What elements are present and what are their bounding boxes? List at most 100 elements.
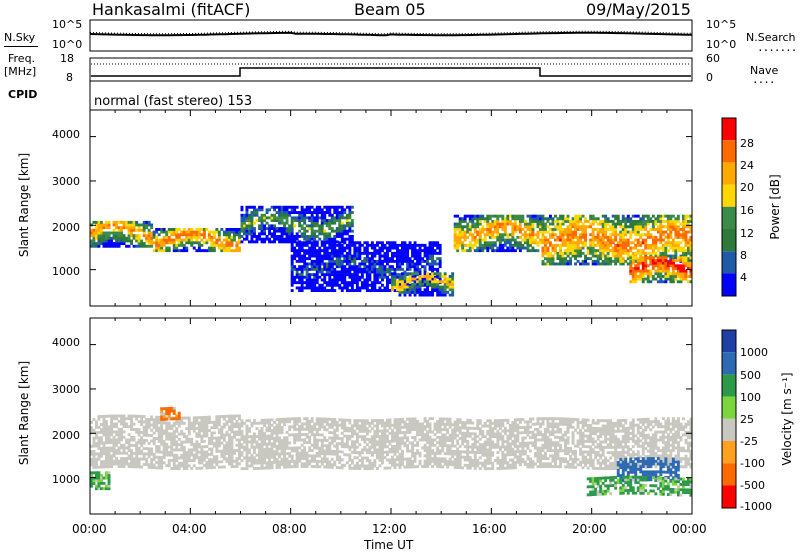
power-cell (616, 214, 620, 218)
power-cell (458, 220, 462, 223)
velocity-cell (373, 440, 377, 444)
velocity-cell (240, 435, 244, 439)
power-cell (381, 265, 384, 269)
power-cell (566, 251, 570, 255)
power-cell (107, 220, 111, 224)
power-cell (408, 285, 412, 289)
power-cell (579, 220, 583, 223)
power-cell (664, 241, 668, 245)
velocity-cell (127, 441, 131, 445)
power-cell (508, 243, 512, 247)
power-cell (408, 262, 412, 266)
power-cell (406, 249, 410, 253)
power-cell (348, 227, 352, 230)
power-cell (240, 219, 244, 222)
power-cell (340, 270, 344, 274)
power-cell (491, 233, 495, 237)
power-cell (140, 242, 144, 245)
velocity-cell (97, 436, 101, 440)
velocity-cell (290, 433, 294, 437)
power-cell (298, 221, 302, 225)
power-cell (340, 251, 344, 255)
power-cell (408, 246, 412, 250)
power-cell (604, 246, 608, 250)
power-cell (335, 219, 339, 222)
power-cell (137, 244, 141, 248)
velocity-cell (195, 466, 199, 470)
power-cell (606, 254, 610, 258)
velocity-cell (175, 427, 179, 431)
power-cell (325, 205, 329, 209)
power-cell (245, 216, 249, 220)
velocity-cell (195, 432, 199, 436)
power-cell (280, 221, 284, 225)
power-cell (549, 214, 552, 218)
velocity-cell (248, 440, 251, 444)
power-cell (586, 257, 590, 261)
velocity-cell (100, 462, 103, 466)
velocity-cell (210, 458, 214, 462)
velocity-cell (255, 440, 259, 444)
power-cell (611, 246, 615, 250)
power-cell (574, 214, 578, 218)
velocity-cell (177, 424, 181, 428)
velocity-cell (235, 438, 239, 442)
velocity-cell (197, 456, 201, 459)
power-cell (629, 259, 633, 263)
power-cell (671, 249, 675, 253)
velocity-cell (310, 419, 314, 423)
power-cell (433, 289, 437, 292)
velocity-cell (313, 422, 317, 426)
velocity-cell (378, 456, 382, 460)
power-cell (228, 230, 231, 234)
power-cell (315, 241, 319, 245)
velocity-cell (147, 426, 151, 429)
velocity-cell (320, 449, 324, 453)
velocity-cell (260, 445, 264, 449)
power-cell (498, 238, 502, 242)
velocity-cell (150, 450, 154, 453)
power-cell (471, 214, 475, 218)
velocity-cell (313, 446, 317, 450)
velocity-cell (360, 451, 364, 455)
power-cell (426, 259, 430, 263)
velocity-cell (345, 429, 349, 433)
velocity-cell (172, 456, 176, 460)
power-cell (463, 220, 467, 223)
velocity-cell (288, 441, 292, 445)
power-cell (360, 251, 364, 255)
power-cell (343, 208, 347, 212)
velocity-cell (273, 458, 277, 462)
power-cell (343, 246, 347, 250)
power-cell (182, 249, 186, 253)
power-cell (639, 220, 643, 223)
power-cell (571, 235, 575, 239)
power-cell (488, 233, 492, 237)
power-cell (559, 259, 563, 263)
power-cell (634, 272, 638, 276)
power-cell (674, 222, 678, 226)
velocity-cell (145, 420, 149, 424)
velocity-cell (180, 464, 184, 468)
power-cell (423, 249, 427, 253)
power-cell (682, 267, 685, 270)
velocity-cell (350, 445, 354, 449)
power-cell (95, 236, 98, 240)
power-cell (115, 220, 119, 224)
velocity-cell (190, 421, 194, 425)
velocity-cell (120, 435, 124, 439)
power-cell (117, 242, 121, 245)
velocity-cell (102, 487, 106, 491)
power-cell (355, 281, 359, 285)
power-cell (310, 265, 314, 269)
power-cell (260, 229, 264, 233)
power-cell (300, 289, 304, 292)
power-cell (674, 251, 678, 255)
velocity-cell (112, 435, 116, 439)
power-cell (308, 275, 312, 279)
velocity-cell (330, 420, 334, 424)
velocity-cell (373, 424, 377, 428)
power-cell (428, 277, 432, 281)
power-cell (388, 267, 392, 271)
power-cell (416, 272, 420, 276)
